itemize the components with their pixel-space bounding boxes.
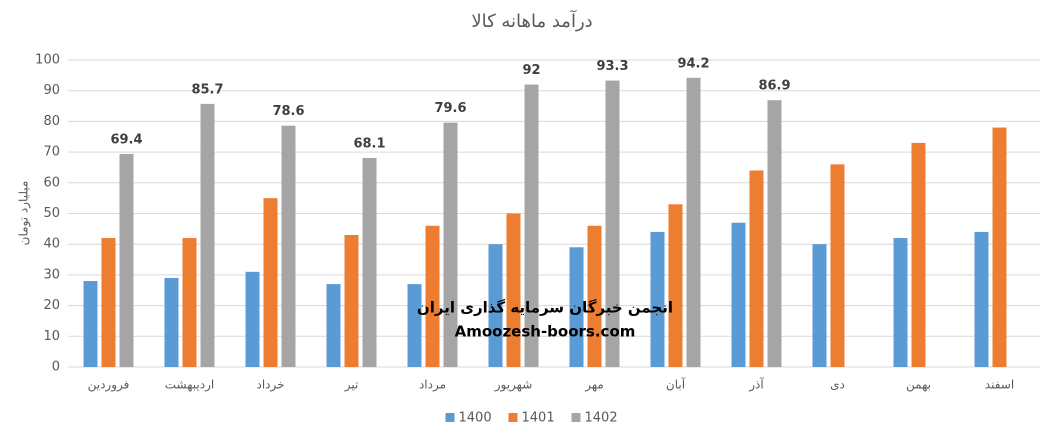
legend-swatch: [445, 413, 455, 422]
y-tick-label: 50: [43, 206, 60, 221]
bar: [974, 231, 989, 367]
bar: [164, 277, 179, 367]
bar: [830, 164, 845, 367]
bar: [812, 244, 827, 367]
bar: [101, 238, 116, 367]
data-label: 86.9: [758, 79, 790, 94]
x-tick-label: فروردین: [88, 378, 130, 393]
x-tick-label: دی: [830, 378, 845, 392]
legend-label: 1401: [522, 411, 555, 426]
y-tick-label: 80: [43, 114, 60, 129]
bar: [686, 77, 701, 367]
bar: [119, 153, 134, 367]
bar: [911, 142, 926, 367]
x-tick-label: آذر: [748, 377, 764, 393]
bar: [443, 122, 458, 368]
x-tick-label: اسفند: [985, 378, 1014, 392]
y-tick-label: 90: [43, 83, 60, 98]
y-tick-label: 10: [43, 329, 60, 344]
y-tick-label: 70: [43, 145, 60, 160]
bar: [245, 271, 260, 367]
data-label: 69.4: [110, 132, 142, 147]
data-label: 78.6: [272, 104, 304, 119]
bar: [893, 238, 908, 367]
bar: [731, 222, 746, 367]
data-label: 68.1: [353, 136, 385, 151]
legend-swatch: [571, 413, 581, 422]
bar: [488, 244, 503, 367]
data-label: 94.2: [677, 56, 709, 71]
x-tick-label: آبان: [666, 377, 686, 392]
x-tick-label: مهر: [584, 378, 604, 393]
annotation: انجمن خبرگان سرمایه گذاری ایران: [417, 299, 673, 317]
bar: [569, 247, 584, 367]
bar: [200, 103, 215, 367]
bar: [83, 281, 98, 367]
bar: [587, 225, 602, 367]
y-tick-label: 30: [43, 267, 60, 282]
chart-title: درآمد ماهانه کالا: [471, 9, 592, 32]
legend-label: 1402: [585, 411, 618, 426]
bar: [344, 234, 359, 367]
bar: [650, 231, 665, 367]
y-axis-label: میلیارد تومان: [17, 181, 32, 246]
x-tick-label: شهریور: [494, 378, 533, 393]
bar: [425, 225, 440, 367]
x-tick-label: خرداد: [256, 378, 284, 393]
y-tick-label: 60: [43, 175, 60, 190]
bar: [182, 238, 197, 367]
legend-label: 1400: [459, 411, 492, 426]
bar: [407, 284, 422, 367]
x-tick-label: بهمن: [906, 378, 931, 393]
data-label: 92: [522, 63, 540, 78]
bar: [362, 157, 377, 367]
data-label: 79.6: [434, 101, 466, 116]
data-label: 85.7: [191, 82, 223, 97]
annotation: Amoozesh-boors.com: [455, 323, 636, 341]
y-tick-label: 40: [43, 237, 60, 252]
bar: [992, 127, 1007, 367]
x-tick-label: اردیبهشت: [165, 378, 214, 393]
bar: [263, 198, 278, 367]
bar: [668, 204, 683, 367]
data-label: 93.3: [596, 59, 628, 74]
bar: [767, 100, 782, 367]
legend-swatch: [508, 413, 518, 422]
bar: [326, 284, 341, 367]
bar: [281, 125, 296, 367]
x-tick-label: تیر: [344, 378, 359, 393]
y-tick-label: 0: [52, 360, 60, 375]
y-tick-label: 20: [43, 298, 60, 313]
bar: [506, 213, 521, 367]
y-tick-label: 100: [35, 53, 60, 68]
bar: [605, 80, 620, 367]
bar: [524, 84, 539, 367]
bar: [749, 170, 764, 367]
x-tick-label: مرداد: [419, 378, 446, 393]
